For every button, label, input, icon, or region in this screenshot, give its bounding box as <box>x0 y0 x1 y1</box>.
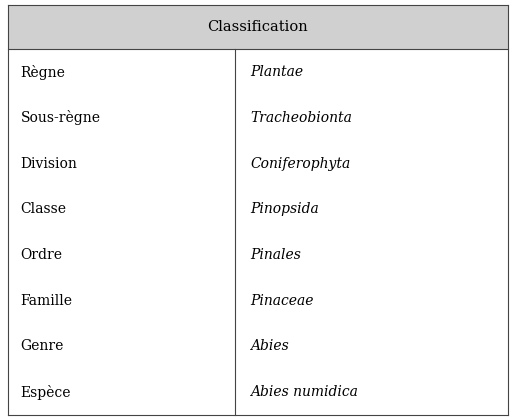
Text: Plantae: Plantae <box>250 65 303 79</box>
Text: Tracheobionta: Tracheobionta <box>250 111 352 125</box>
Bar <box>8 49 508 415</box>
Text: Ordre: Ordre <box>21 248 62 262</box>
Text: Espèce: Espèce <box>21 385 71 399</box>
Text: Classe: Classe <box>21 202 67 216</box>
Bar <box>8 5 508 49</box>
Text: Pinales: Pinales <box>250 248 301 262</box>
Text: Genre: Genre <box>21 339 64 353</box>
Text: Famille: Famille <box>21 294 73 308</box>
Text: Division: Division <box>21 157 77 171</box>
Text: Pinopsida: Pinopsida <box>250 202 319 216</box>
Text: Abies: Abies <box>250 339 289 353</box>
Text: Abies numidica: Abies numidica <box>250 385 358 399</box>
Text: Pinaceae: Pinaceae <box>250 294 314 308</box>
Text: Sous-règne: Sous-règne <box>21 110 101 126</box>
Text: Coniferophyta: Coniferophyta <box>250 157 350 171</box>
Text: Classification: Classification <box>207 20 309 34</box>
Text: Règne: Règne <box>21 65 66 80</box>
